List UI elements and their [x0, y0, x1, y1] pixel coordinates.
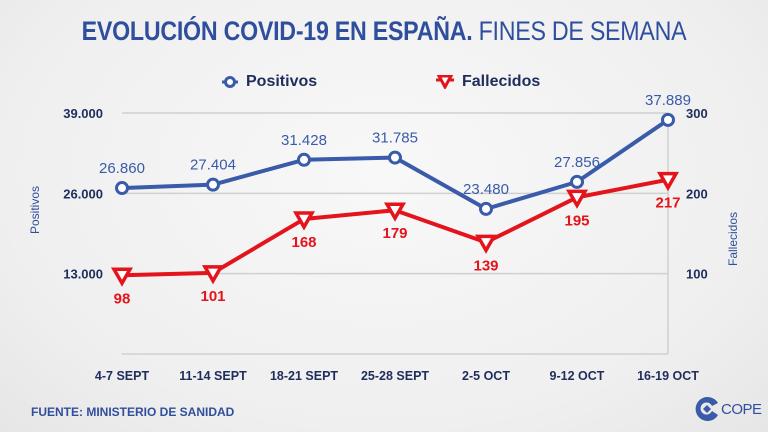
x-tick-label: 25-28 SEPT [361, 369, 429, 383]
y-tick-label-right: 200 [686, 186, 708, 201]
y-axis-right: 100 200 300 [686, 106, 708, 282]
y-tick-label-left: 26.000 [63, 186, 103, 201]
data-point-positivos [297, 152, 311, 167]
series-positivos: 26.860 27.404 31.428 31.785 23.480 27.856 37.8… [99, 92, 691, 216]
data-point-positivos [570, 174, 584, 189]
data-point-positivos [115, 181, 129, 196]
y-axis-left: 13.000 26.000 39.000 [63, 106, 103, 282]
chart-title: EVOLUCIÓN COVID-19 EN ESPAÑA. FINES DE S… [54, 16, 714, 47]
data-point-fallecidos [383, 202, 407, 222]
data-label-fallecidos: 101 [200, 288, 225, 305]
data-label-fallecidos: 168 [291, 234, 316, 251]
title-light: FINES DE SEMANA [478, 16, 687, 46]
source-note: FUENTE: MINISTERIO DE SANIDAD [31, 405, 235, 419]
legend-item-positivos: Positivos [222, 73, 317, 91]
data-point-fallecidos [474, 234, 498, 254]
data-point-positivos [206, 177, 220, 192]
data-point-fallecidos [656, 171, 680, 192]
x-tick-label: 16-19 OCT [637, 369, 699, 383]
data-label-fallecidos: 195 [564, 212, 589, 229]
data-label-positivos: 23.480 [463, 181, 509, 198]
legend-label-fallecidos: Fallecidos [462, 73, 541, 90]
x-tick-label: 2-5 OCT [462, 369, 510, 383]
title-bold: EVOLUCIÓN COVID-19 EN ESPAÑA. [81, 16, 473, 46]
cope-logo: COPE [694, 396, 762, 422]
data-point-positivos [388, 150, 402, 165]
y-tick-label-left: 13.000 [63, 267, 103, 282]
legend-item-fallecidos: Fallecidos [436, 73, 540, 91]
x-axis: 4-7 SEPT 11-14 SEPT 18-21 SEPT 25-28 SEPT 2-… [95, 369, 699, 383]
y-axis-right-title: Fallecidos [726, 211, 740, 266]
data-label-positivos: 37.889 [645, 92, 691, 109]
legend-label-positivos: Positivos [246, 73, 318, 90]
x-tick-label: 9-12 OCT [550, 369, 605, 383]
y-axis-left-title: Positivos [28, 185, 42, 234]
data-point-fallecidos [110, 267, 134, 287]
cope-logo-icon [695, 396, 718, 421]
data-label-fallecidos: 98 [114, 290, 131, 307]
cope-logo-text: COPE [721, 400, 762, 418]
data-label-positivos: 27.856 [554, 154, 600, 171]
circle-marker-icon [222, 76, 238, 88]
x-tick-label: 18-21 SEPT [270, 369, 338, 383]
x-tick-label: 4-7 SEPT [95, 369, 150, 383]
triangle-marker-icon [436, 75, 454, 89]
y-tick-label-right: 100 [686, 267, 708, 282]
data-label-positivos: 31.428 [281, 132, 327, 149]
data-label-fallecidos: 139 [473, 257, 498, 274]
data-label-positivos: 31.785 [372, 130, 418, 147]
data-point-fallecidos [201, 265, 225, 285]
data-point-fallecidos [565, 189, 589, 209]
series-fallecidos: 98 101 168 179 139 195 217 [110, 171, 681, 307]
data-point-fallecidos [292, 211, 316, 231]
data-label-fallecidos: 217 [655, 195, 680, 212]
data-label-positivos: 26.860 [99, 160, 145, 177]
y-tick-label-right: 300 [686, 106, 708, 121]
data-point-positivos [661, 112, 675, 127]
data-label-positivos: 27.404 [190, 157, 236, 174]
y-tick-label-left: 39.000 [63, 106, 103, 121]
data-point-positivos [479, 201, 493, 216]
x-tick-label: 11-14 SEPT [179, 369, 247, 383]
data-label-fallecidos: 179 [382, 225, 407, 242]
